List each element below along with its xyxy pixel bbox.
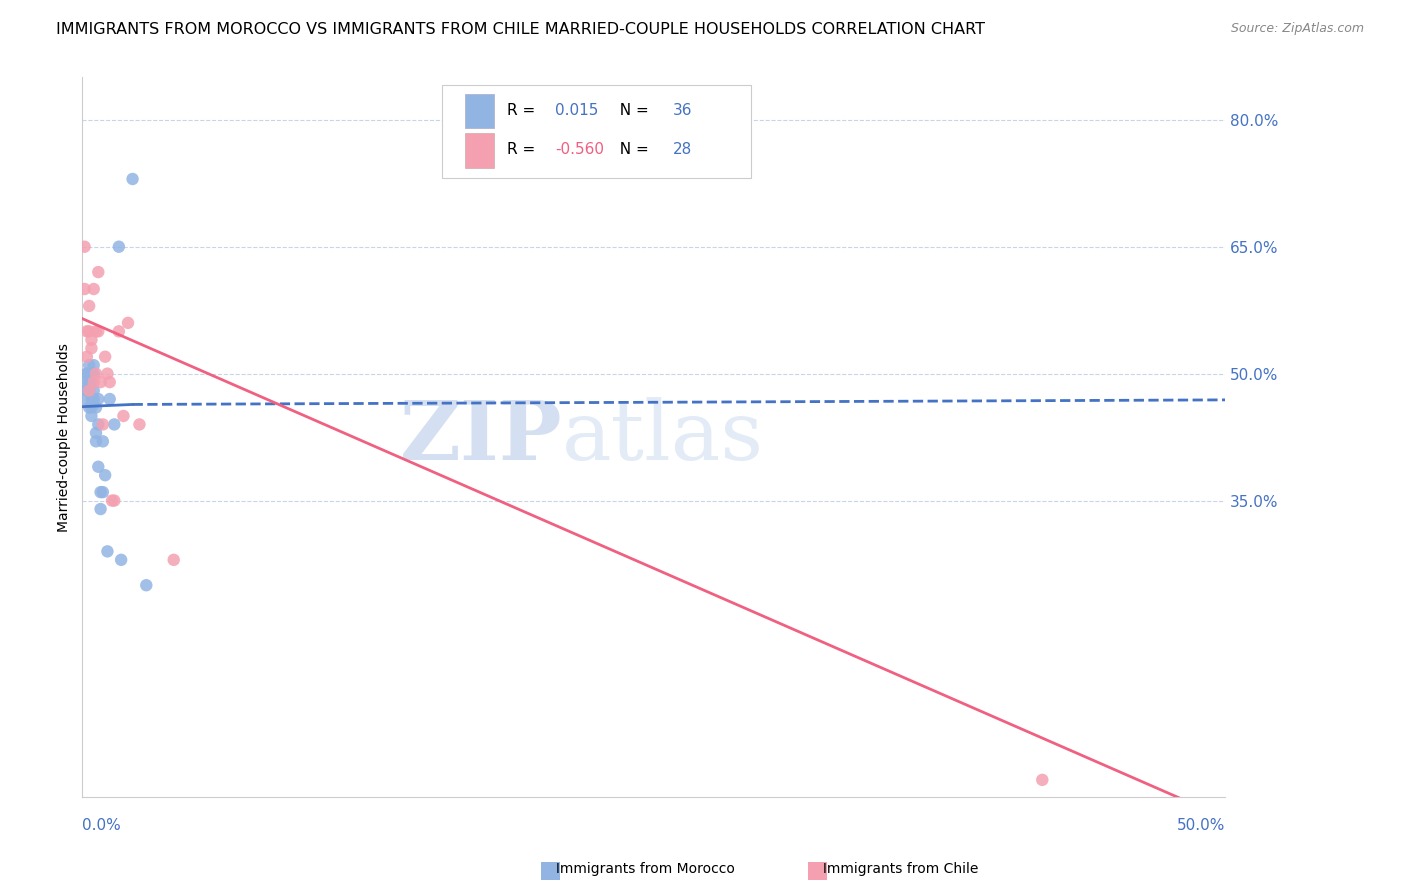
Text: 0.0%: 0.0%: [83, 818, 121, 833]
Point: [84, 434, 107, 449]
Point: [83, 375, 105, 389]
Point: [80, 341, 103, 355]
Point: [77, 324, 100, 338]
Point: [77, 384, 100, 398]
Text: R =: R =: [508, 143, 540, 158]
Text: 36: 36: [673, 103, 693, 118]
Point: [87, 459, 110, 474]
Point: [94, 468, 117, 483]
Point: [91, 434, 114, 449]
Point: [90, 485, 112, 500]
Point: [94, 350, 117, 364]
Point: [128, 417, 150, 432]
Text: 0.015: 0.015: [555, 103, 599, 118]
Text: R =: R =: [508, 103, 540, 118]
Point: [87, 265, 110, 279]
Point: [135, 578, 157, 592]
Point: [83, 367, 105, 381]
Text: IMMIGRANTS FROM MOROCCO VS IMMIGRANTS FROM CHILE MARRIED-COUPLE HOUSEHOLDS CORRE: IMMIGRANTS FROM MOROCCO VS IMMIGRANTS FR…: [56, 22, 986, 37]
Text: Immigrants from Chile: Immigrants from Chile: [801, 862, 979, 876]
Point: [98, 375, 121, 389]
Point: [103, 417, 125, 432]
Text: 50.0%: 50.0%: [1177, 818, 1225, 833]
Point: [91, 485, 114, 500]
Point: [76, 367, 98, 381]
Point: [108, 324, 131, 338]
Point: [80, 367, 103, 381]
Point: [80, 375, 103, 389]
Point: [163, 553, 186, 567]
Point: [80, 392, 103, 406]
Point: [83, 384, 105, 398]
Point: [73, 240, 96, 254]
Point: [98, 392, 121, 406]
Point: [96, 544, 118, 558]
Point: [80, 333, 103, 347]
Text: -0.560: -0.560: [555, 143, 605, 158]
Y-axis label: Married-couple Households: Married-couple Households: [58, 343, 72, 532]
Point: [90, 375, 112, 389]
FancyBboxPatch shape: [443, 85, 751, 178]
Point: [87, 417, 110, 432]
Point: [73, 392, 96, 406]
Point: [83, 358, 105, 372]
Point: [73, 375, 96, 389]
Point: [112, 409, 135, 423]
Point: [84, 425, 107, 440]
Point: [76, 367, 98, 381]
Point: [96, 367, 118, 381]
Point: [117, 316, 139, 330]
Point: [77, 375, 100, 389]
Point: [83, 392, 105, 406]
Point: [76, 384, 98, 398]
Point: [83, 282, 105, 296]
Text: atlas: atlas: [562, 397, 765, 477]
Text: Immigrants from Morocco: Immigrants from Morocco: [534, 862, 735, 876]
Point: [80, 409, 103, 423]
Text: N =: N =: [610, 143, 654, 158]
Text: ZIP: ZIP: [399, 397, 562, 477]
Text: Source: ZipAtlas.com: Source: ZipAtlas.com: [1230, 22, 1364, 36]
Point: [84, 367, 107, 381]
Point: [108, 240, 131, 254]
Point: [84, 324, 107, 338]
Point: [110, 553, 132, 567]
Point: [101, 493, 124, 508]
FancyBboxPatch shape: [465, 134, 494, 168]
Point: [84, 401, 107, 415]
Point: [121, 172, 143, 186]
Point: [90, 502, 112, 516]
Point: [87, 324, 110, 338]
Point: [80, 401, 103, 415]
Point: [77, 299, 100, 313]
Point: [77, 401, 100, 415]
Point: [103, 493, 125, 508]
Point: [76, 324, 98, 338]
Point: [77, 358, 100, 372]
Text: N =: N =: [610, 103, 654, 118]
FancyBboxPatch shape: [465, 94, 494, 128]
Point: [87, 392, 110, 406]
Point: [73, 282, 96, 296]
Point: [91, 417, 114, 432]
Text: 28: 28: [673, 143, 692, 158]
Point: [77, 384, 100, 398]
Point: [76, 350, 98, 364]
Point: [1031, 772, 1053, 787]
